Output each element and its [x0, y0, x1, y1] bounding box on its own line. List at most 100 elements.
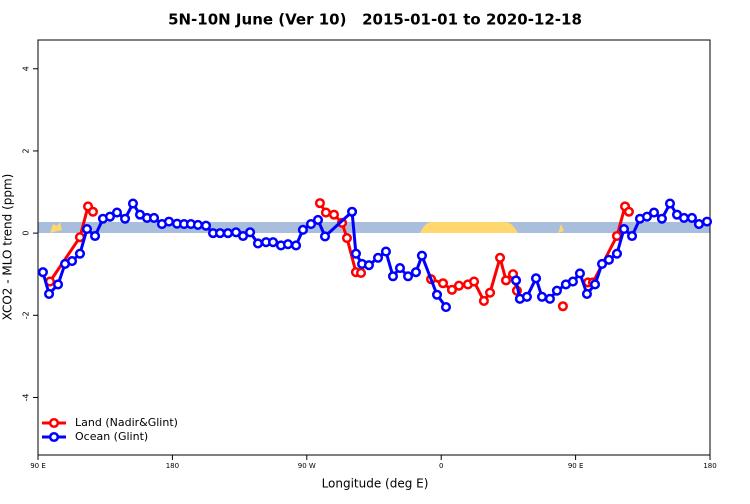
data-point [163, 216, 175, 227]
x-tick-label: 90 E [568, 462, 584, 470]
data-point [536, 291, 548, 302]
data-point [648, 207, 660, 218]
data-point [596, 258, 608, 269]
y-axis-label: XCO2 - MLO trend (ppm) [1, 174, 15, 321]
data-point [81, 223, 93, 235]
legend-label: Land (Nadir&Glint) [75, 416, 178, 429]
data-point [656, 213, 667, 224]
data-point [328, 209, 340, 220]
data-point [567, 276, 578, 287]
data-point [574, 268, 585, 279]
data-point [611, 248, 623, 259]
data-point [387, 271, 399, 282]
data-point [686, 212, 697, 223]
data-point [111, 207, 123, 218]
data-point [252, 238, 264, 249]
data-point [446, 284, 458, 295]
data-point [44, 288, 55, 299]
data-point [192, 219, 203, 230]
data-point [305, 219, 317, 230]
data-point [440, 302, 452, 313]
data-point [701, 216, 713, 227]
y-tick-label: 4 [22, 66, 31, 71]
x-axis-label: Longitude (deg E) [322, 477, 429, 491]
data-point [623, 206, 634, 217]
data-point [297, 224, 308, 235]
data-point [402, 271, 414, 282]
data-point [319, 231, 331, 242]
data-point [618, 223, 630, 235]
data-point [89, 230, 101, 242]
data-point [290, 240, 302, 251]
data-point [380, 246, 391, 257]
data-point [268, 237, 279, 248]
data-point [469, 276, 480, 287]
data-point [87, 206, 99, 217]
data-point [320, 207, 331, 218]
data-point [312, 214, 324, 226]
data-point [494, 252, 506, 263]
data-point [510, 275, 522, 286]
y-tick-label: 0 [22, 231, 31, 236]
data-point [544, 293, 555, 304]
data-point [521, 291, 532, 302]
data-point [74, 248, 86, 259]
data-point [350, 248, 361, 259]
data-point [52, 279, 64, 290]
data-point [104, 211, 116, 222]
background-band [38, 222, 710, 233]
background-patch [50, 222, 564, 233]
data-point [346, 206, 358, 217]
x-tick-label: 180 [166, 462, 179, 470]
data-point [641, 211, 653, 222]
legend-marker [48, 417, 60, 429]
data-point [410, 267, 422, 278]
data-point [66, 256, 78, 267]
data-point [437, 278, 449, 289]
data-point [363, 260, 374, 271]
data-point [603, 254, 614, 265]
data-point [372, 252, 384, 263]
x-tick-label: 180 [703, 462, 716, 470]
data-point [431, 289, 443, 300]
data-point [127, 198, 139, 209]
data-point [214, 228, 226, 239]
data-point [500, 275, 512, 286]
data-point [314, 198, 325, 209]
data-point [530, 273, 542, 284]
plot-frame [37, 39, 711, 456]
y-tick-label: 2 [22, 148, 31, 153]
y-tick-label: -4 [22, 393, 31, 401]
data-point [589, 279, 601, 290]
x-tick-label: 0 [439, 462, 443, 470]
data-point [148, 212, 160, 223]
data-point [37, 267, 48, 278]
x-tick-label: 90 W [298, 462, 316, 470]
data-point [394, 262, 406, 274]
x-tick-label: 90 E [30, 462, 46, 470]
data-point [611, 230, 623, 242]
data-point [551, 285, 562, 296]
data-point [245, 227, 256, 238]
data-point [478, 295, 489, 306]
legend-marker [48, 431, 60, 443]
data-point [678, 212, 690, 223]
data-point [222, 228, 234, 239]
data-point [581, 288, 592, 299]
data-point [341, 232, 353, 244]
data-point [200, 220, 212, 231]
data-point [626, 230, 638, 242]
data-point [453, 280, 465, 291]
data-point [664, 198, 676, 209]
data-point [282, 239, 294, 250]
y-tick-label: -2 [22, 311, 31, 319]
data-point [120, 213, 131, 224]
data-point [484, 287, 496, 298]
data-point [693, 219, 704, 230]
data-point [557, 301, 568, 312]
legend-label: Ocean (Glint) [75, 430, 148, 443]
chart-title: 5N-10N June (Ver 10) 2015-01-01 to 2020-… [168, 11, 582, 29]
data-point [416, 250, 427, 261]
data-point [355, 267, 367, 279]
